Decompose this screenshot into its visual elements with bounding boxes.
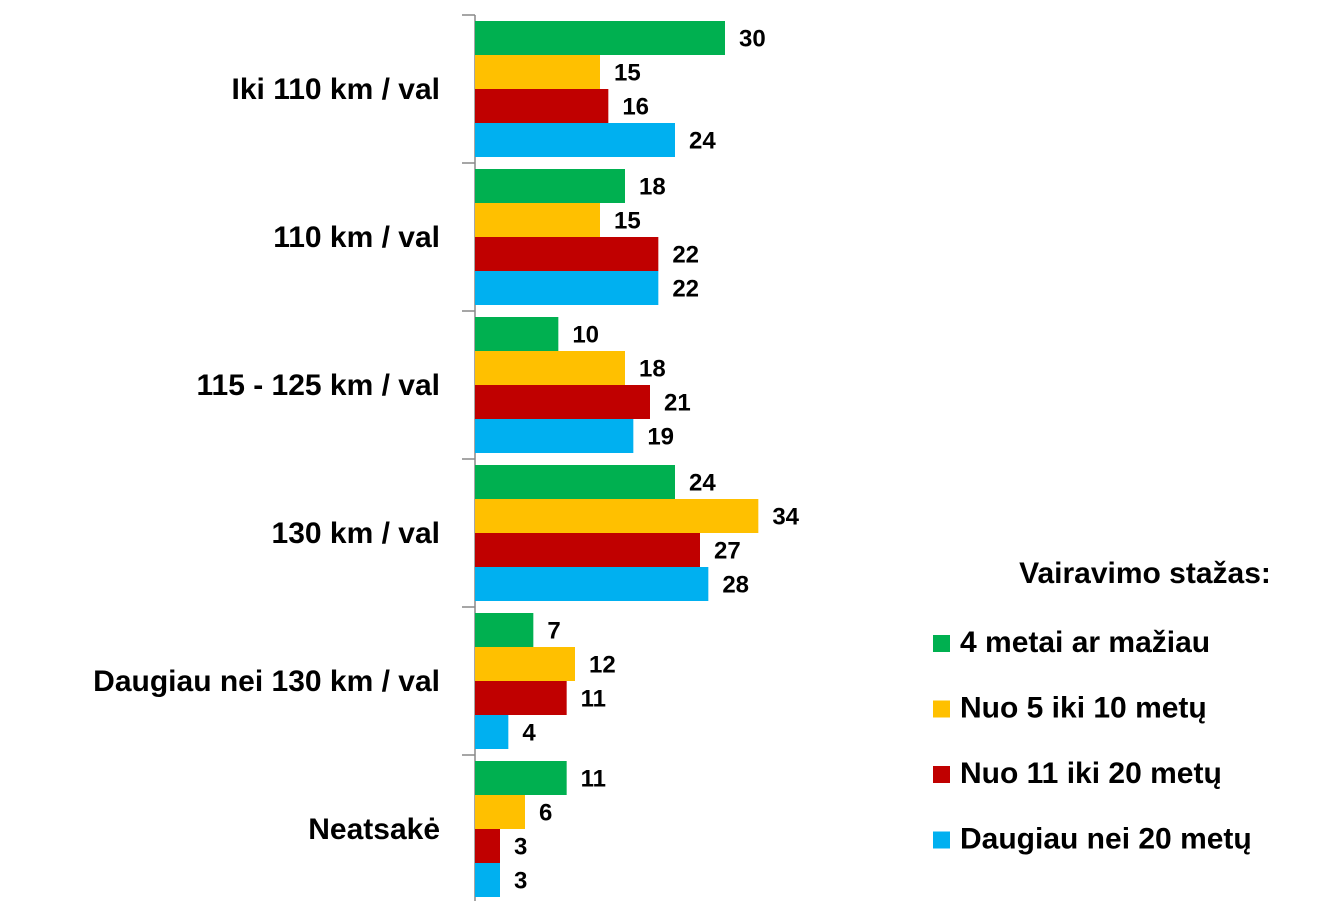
legend-swatch: [933, 766, 950, 783]
bar: [475, 419, 634, 453]
category-label: 130 km / val: [272, 517, 440, 550]
bar: [475, 317, 559, 351]
value-label: 22: [672, 275, 699, 302]
bar: [475, 385, 650, 419]
value-label: 15: [614, 59, 641, 86]
value-label: 30: [739, 25, 766, 52]
value-label: 7: [547, 617, 560, 644]
value-label: 22: [672, 241, 699, 268]
bar: [475, 863, 500, 897]
bar: [475, 567, 709, 601]
value-label: 28: [722, 571, 749, 598]
value-label: 34: [772, 503, 799, 530]
legend-swatch: [933, 700, 950, 718]
legend-label: Nuo 5 iki 10 metų: [960, 691, 1207, 724]
bar: [475, 89, 609, 123]
legend-title: Vairavimo stažas:: [1019, 557, 1271, 590]
value-label: 24: [689, 469, 716, 496]
bar: [475, 21, 725, 55]
legend-label: Nuo 11 iki 20 metų: [960, 757, 1222, 790]
bar: [475, 203, 600, 237]
category-label: 110 km / val: [273, 221, 440, 254]
category-label: Neatsakė: [308, 813, 440, 846]
bar: [475, 465, 675, 499]
bar: [475, 681, 567, 715]
bar: [475, 55, 600, 89]
category-label: Daugiau nei 130 km / val: [93, 665, 440, 698]
value-label: 15: [614, 207, 641, 234]
legend-swatch: [933, 635, 950, 652]
bar: [475, 499, 759, 533]
category-label: 115 - 125 km / val: [196, 369, 440, 402]
value-label: 11: [581, 685, 606, 712]
value-label: 10: [572, 321, 599, 348]
value-label: 6: [539, 799, 552, 826]
bar: [475, 613, 534, 647]
bar: [475, 533, 700, 567]
value-label: 4: [522, 719, 536, 746]
value-label: 18: [639, 355, 666, 382]
value-label: 21: [664, 389, 691, 416]
legend-swatch: [933, 831, 950, 849]
value-label: 11: [581, 765, 606, 792]
value-label: 16: [622, 93, 649, 120]
value-label: 3: [514, 867, 527, 894]
bar: [475, 829, 500, 863]
bar: [475, 761, 567, 795]
legend-label: 4 metai ar mažiau: [960, 626, 1210, 659]
value-label: 18: [639, 173, 666, 200]
bar: [475, 647, 575, 681]
bar: [475, 715, 509, 749]
category-label: Iki 110 km / val: [232, 73, 441, 106]
bar: [475, 237, 659, 271]
legend-label: Daugiau nei 20 metų: [960, 822, 1252, 855]
value-label: 3: [514, 833, 527, 860]
value-label: 19: [647, 423, 674, 450]
value-label: 24: [689, 127, 716, 154]
bar: [475, 169, 625, 203]
bar: [475, 795, 525, 829]
value-label: 27: [714, 537, 741, 564]
value-label: 12: [589, 651, 616, 678]
bar: [475, 123, 675, 157]
bar: [475, 351, 625, 385]
bar: [475, 271, 659, 305]
